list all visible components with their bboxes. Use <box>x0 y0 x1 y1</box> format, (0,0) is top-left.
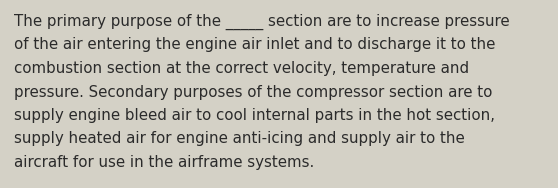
Text: aircraft for use in the airframe systems.: aircraft for use in the airframe systems… <box>14 155 314 170</box>
Text: combustion section at the correct velocity, temperature and: combustion section at the correct veloci… <box>14 61 469 76</box>
Text: supply heated air for engine anti-icing and supply air to the: supply heated air for engine anti-icing … <box>14 131 465 146</box>
Text: pressure. Secondary purposes of the compressor section are to: pressure. Secondary purposes of the comp… <box>14 84 492 99</box>
Text: The primary purpose of the _____ section are to increase pressure: The primary purpose of the _____ section… <box>14 14 509 30</box>
Text: supply engine bleed air to cool internal parts in the hot section,: supply engine bleed air to cool internal… <box>14 108 495 123</box>
Text: of the air entering the engine air inlet and to discharge it to the: of the air entering the engine air inlet… <box>14 37 496 52</box>
